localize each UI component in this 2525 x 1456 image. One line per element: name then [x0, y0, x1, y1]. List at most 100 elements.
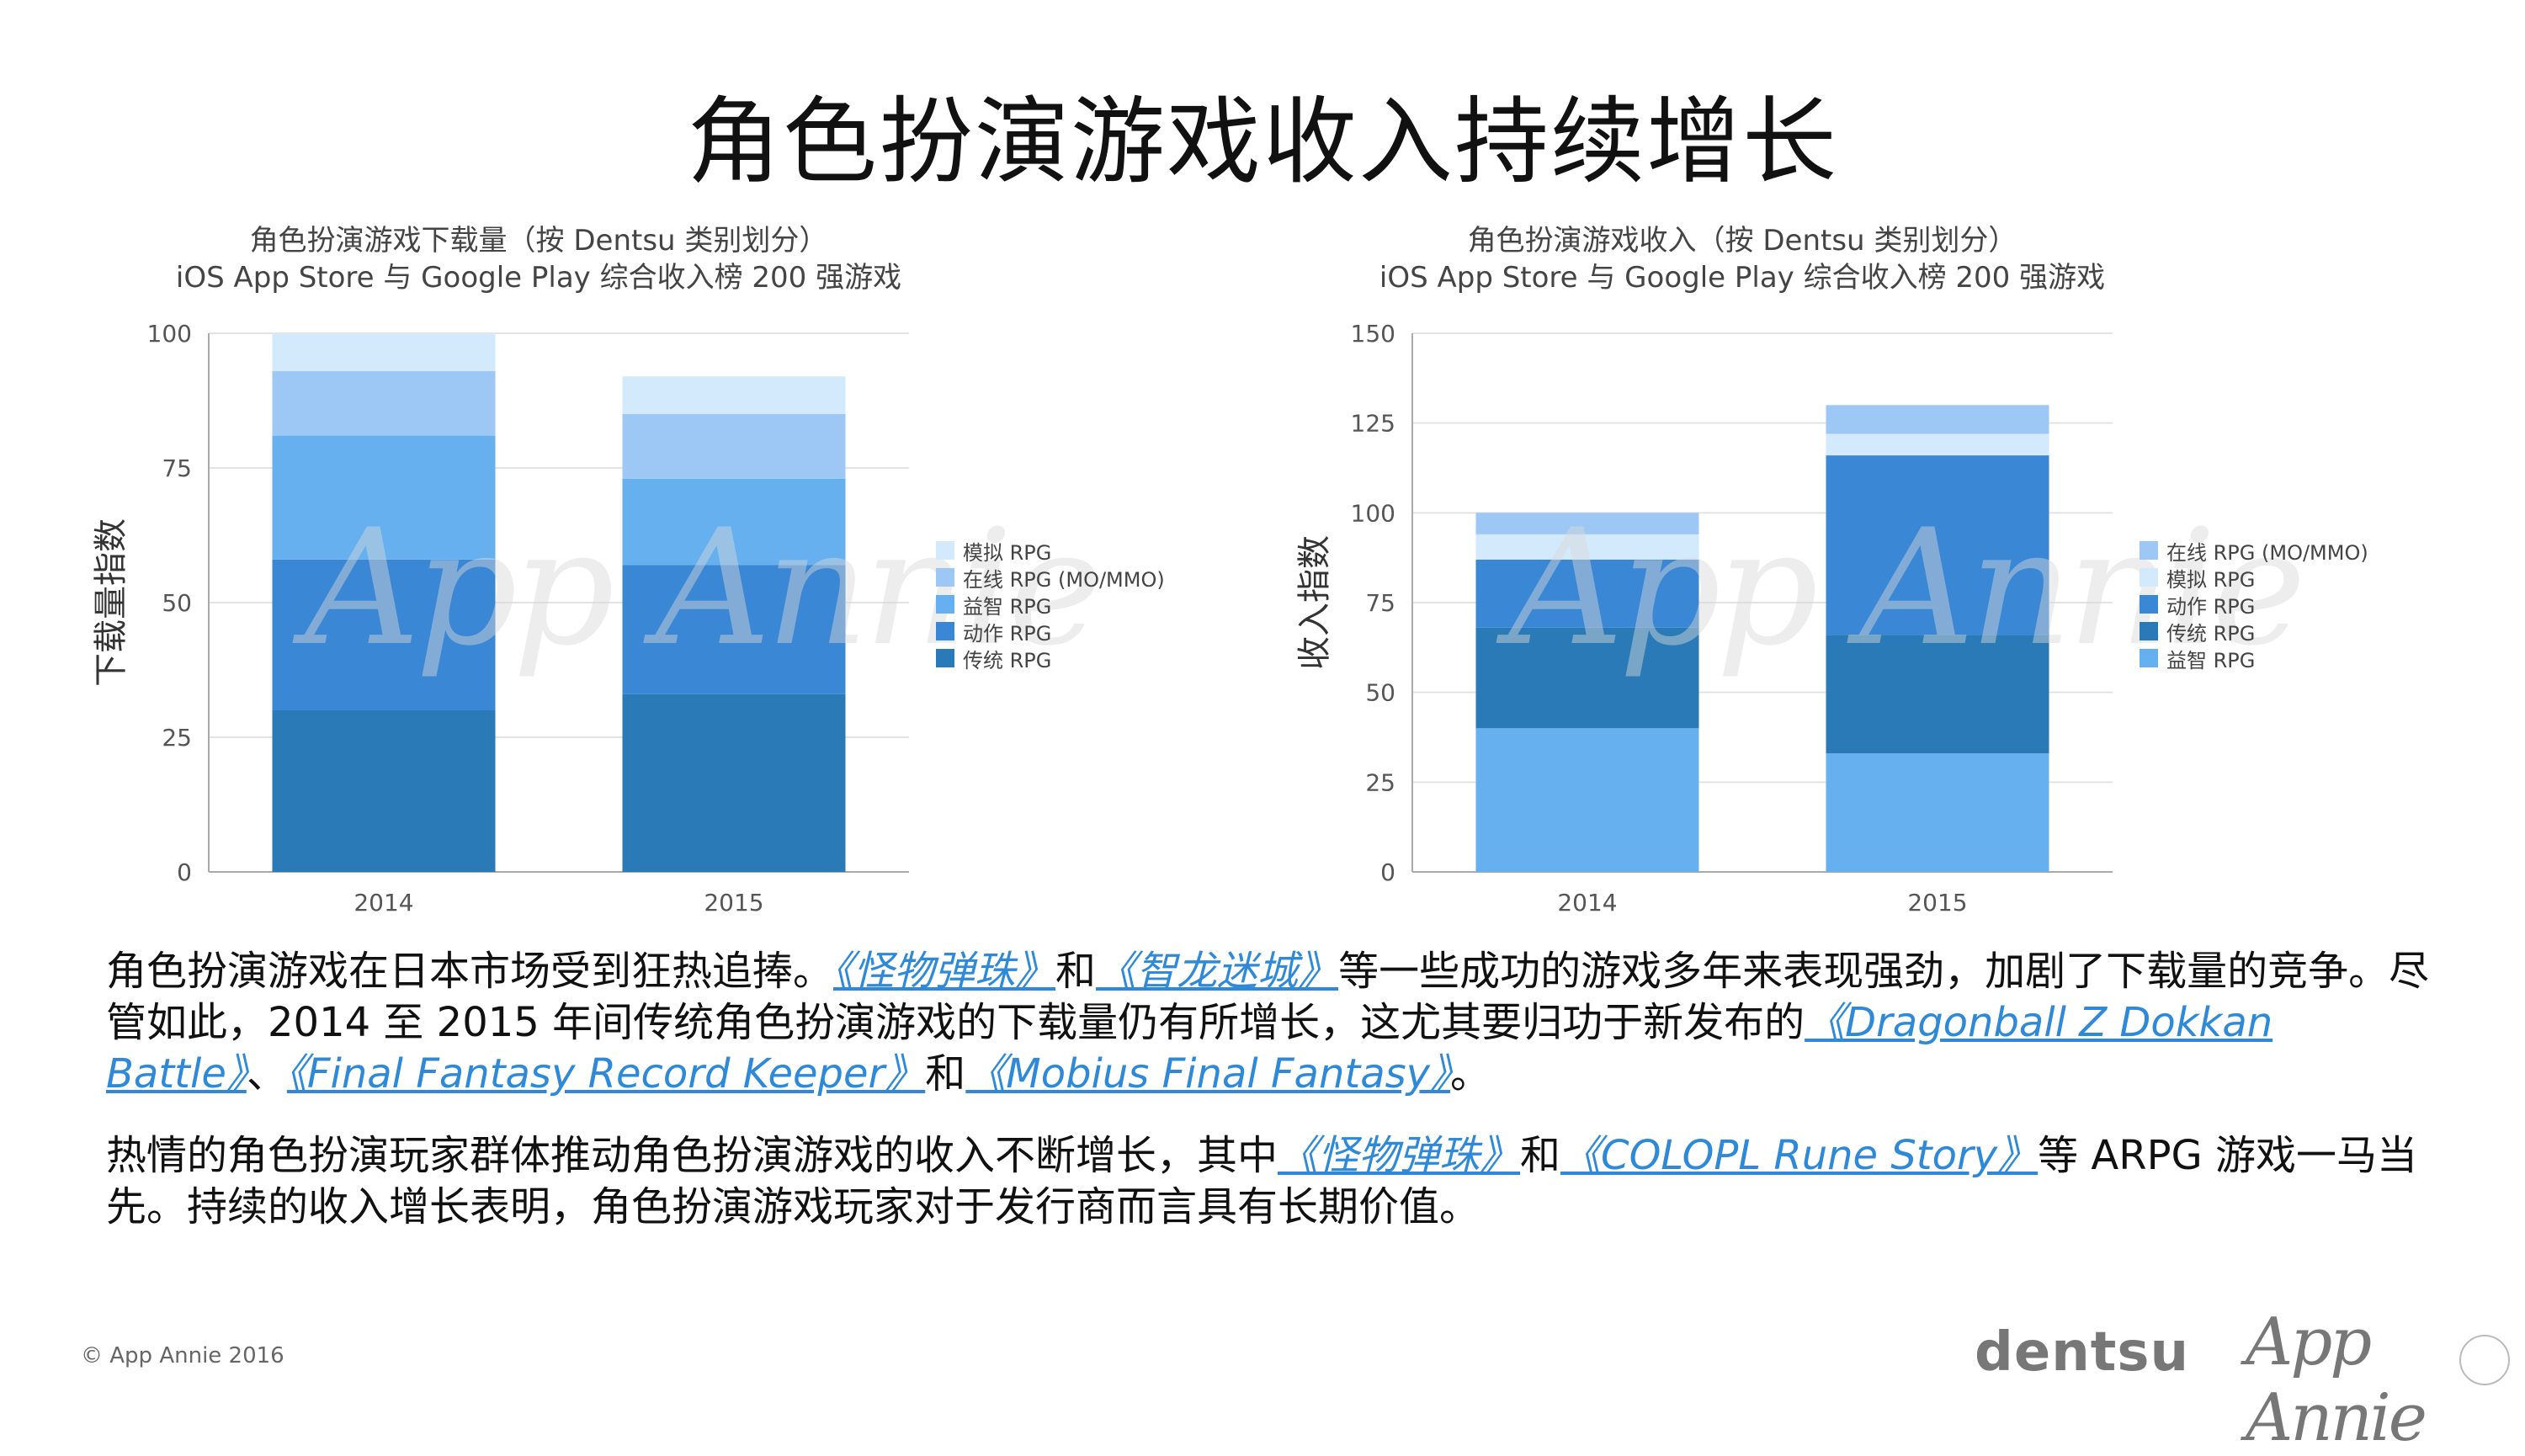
body-paragraph-1: 角色扮演游戏在日本市场受到狂热追捧。《怪物弹珠》和《智龙迷城》等一些成功的游戏多…: [106, 946, 2446, 1100]
legend-swatch: [936, 595, 954, 614]
x-tick-label: 2015: [704, 889, 763, 916]
bar-segment: [1826, 433, 2049, 456]
legend-item: 益智 RPG: [2140, 645, 2368, 672]
chart-legend: 在线 RPG (MO/MMO) 模拟 RPG 动作 RPG 传统 RPG 益智 RPG: [2140, 537, 2368, 672]
paragraph-text: 热情的角色扮演玩家群体推动角色扮演游戏的收入不断增长，其中: [106, 1132, 1278, 1179]
body-paragraph-2: 热情的角色扮演玩家群体推动角色扮演游戏的收入不断增长，其中《怪物弹珠》和《COL…: [106, 1130, 2446, 1233]
y-tick-label: 0: [1380, 858, 1395, 886]
page-title: 角色扮演游戏收入持续增长: [687, 88, 1838, 197]
bar-segment: [1826, 405, 2049, 434]
bar-segment: [272, 559, 496, 710]
x-tick-label: 2014: [1557, 889, 1617, 916]
legend-swatch: [2140, 568, 2158, 587]
game-link-monster-strike[interactable]: 《怪物弹珠》: [833, 948, 1056, 995]
chart-subtitle-line: iOS App Store 与 Google Play 综合收入榜 200 强游…: [175, 261, 902, 295]
chart-title-line: 角色扮演游戏下载量（按 Dentsu 类别划分）: [249, 224, 828, 258]
game-link-mobius-ff[interactable]: 《Mobius Final Fantasy》: [965, 1050, 1451, 1097]
y-tick-label: 75: [162, 454, 192, 482]
game-link-monster-strike[interactable]: 《怪物弹珠》: [1278, 1132, 1521, 1179]
game-link-puzzle-dragons[interactable]: 《智龙迷城》: [1096, 948, 1339, 995]
game-link-colopl-rune-story[interactable]: 《COLOPL Rune Story》: [1560, 1132, 2039, 1179]
y-axis-label: 收入指数: [1295, 535, 1334, 670]
paragraph-text: 和: [925, 1050, 966, 1097]
chart-title: 角色扮演游戏收入（按 Dentsu 类别划分） iOS App Store 与 …: [1321, 222, 2163, 296]
legend-item: 动作 RPG: [936, 618, 1165, 646]
legend-swatch: [2140, 622, 2158, 640]
downloads-chart: 角色扮演游戏下载量（按 Dentsu 类别划分） iOS App Store 与…: [84, 217, 1305, 916]
bar-segment: [272, 435, 496, 560]
legend-label: 传统 RPG: [963, 648, 1052, 672]
downloads-chart-plot: 0 25 50 75 100 下载量指数 2014 2015: [92, 320, 909, 916]
bar-segment: [1475, 627, 1699, 729]
watermark: App Annie: [305, 495, 1103, 681]
legend-item: 益智 RPG: [936, 591, 1165, 619]
revenue-chart: 角色扮演游戏收入（按 Dentsu 类别划分） iOS App Store 与 …: [1288, 217, 2508, 916]
legend-swatch: [2140, 649, 2158, 667]
seal-icon: [2459, 1335, 2510, 1385]
chart-title-line: 角色扮演游戏收入（按 Dentsu 类别划分）: [1467, 224, 2017, 258]
game-link-ff-record-keeper[interactable]: 《Final Fantasy Record Keeper》: [286, 1050, 926, 1097]
legend-label: 模拟 RPG: [2166, 567, 2256, 592]
legend-item: 动作 RPG: [2140, 591, 2368, 619]
legend-item: 模拟 RPG: [936, 537, 1165, 565]
legend-label: 在线 RPG (MO/MMO): [963, 567, 1165, 592]
bar-segment: [272, 370, 496, 436]
paragraph-text: 等 ARPG 游戏一马当先。持续的收入增长表明，角色扮演游戏玩家对于发行商而言具…: [106, 1132, 2417, 1230]
bar-segment: [622, 376, 846, 414]
y-tick-label: 25: [1365, 768, 1395, 796]
y-tick-label: 100: [1351, 499, 1395, 527]
legend-swatch: [2140, 541, 2158, 560]
x-tick-label: 2014: [354, 889, 413, 916]
bar-segment: [1475, 728, 1699, 872]
bar-segment: [1826, 635, 2049, 754]
bar-segment: [1475, 513, 1699, 534]
legend-label: 益智 RPG: [963, 594, 1052, 619]
y-tick-label: 50: [162, 589, 192, 617]
paragraph-text: 和: [1055, 948, 1097, 995]
paragraph-text: 和: [1520, 1132, 1561, 1179]
legend-swatch: [936, 541, 954, 560]
paragraph-text: 等一些成功的游戏多年来表现强劲，加剧了下载量的竞争。尽管如此，2014 至 20…: [106, 948, 2430, 1046]
y-tick-label: 125: [1351, 410, 1395, 438]
legend-swatch: [2140, 595, 2158, 614]
bar-segment: [622, 565, 846, 694]
footer-copyright: © App Annie 2016: [81, 1343, 284, 1368]
paragraph-text: 角色扮演游戏在日本市场受到狂热追捧。: [106, 948, 834, 995]
y-axis-label: 下载量指数: [92, 518, 130, 687]
bar-segment: [1475, 559, 1699, 628]
legend-label: 动作 RPG: [963, 621, 1052, 646]
legend-item: 在线 RPG (MO/MMO): [2140, 537, 2368, 565]
legend-swatch: [936, 622, 954, 640]
legend-item: 传统 RPG: [936, 645, 1165, 672]
paragraph-text: 。: [1450, 1050, 1491, 1097]
paragraph-text: 、: [246, 1050, 287, 1097]
bar-segment: [272, 710, 496, 872]
chart-legend: 模拟 RPG 在线 RPG (MO/MMO) 益智 RPG 动作 RPG 传统 RPG: [936, 537, 1165, 672]
chart-title: 角色扮演游戏下载量（按 Dentsu 类别划分） iOS App Store 与…: [118, 222, 960, 296]
y-tick-label: 150: [1351, 320, 1395, 348]
bar-segment: [622, 414, 846, 479]
bar-segment: [1826, 753, 2049, 872]
bar-segment: [1826, 455, 2049, 635]
y-tick-label: 75: [1365, 589, 1395, 617]
x-tick-label: 2015: [1907, 889, 1967, 916]
bar-segment: [272, 333, 496, 371]
legend-label: 益智 RPG: [2166, 648, 2256, 672]
game-link-dragonball-dokkan[interactable]: 《Dragonball Z Dokkan Battle》: [106, 999, 2273, 1097]
legend-label: 传统 RPG: [2166, 621, 2256, 646]
bar-segment: [622, 693, 846, 872]
bar-segment: [1475, 534, 1699, 560]
legend-label: 动作 RPG: [2166, 594, 2256, 619]
legend-label: 在线 RPG (MO/MMO): [2166, 540, 2368, 565]
legend-item: 传统 RPG: [2140, 618, 2368, 646]
watermark: App Annie: [1508, 495, 2306, 681]
chart-subtitle-line: iOS App Store 与 Google Play 综合收入榜 200 强游…: [1379, 261, 2106, 295]
dentsu-logo: dentsu: [1975, 1321, 2190, 1384]
y-tick-label: 50: [1365, 679, 1395, 707]
y-tick-label: 25: [162, 724, 192, 752]
legend-swatch: [936, 649, 954, 667]
y-tick-label: 0: [177, 858, 192, 886]
legend-item: 模拟 RPG: [2140, 564, 2368, 592]
revenue-chart-plot: 0 25 50 75 100 125 150 收入指数 2014 2015: [1295, 320, 2113, 916]
legend-item: 在线 RPG (MO/MMO): [936, 564, 1165, 592]
